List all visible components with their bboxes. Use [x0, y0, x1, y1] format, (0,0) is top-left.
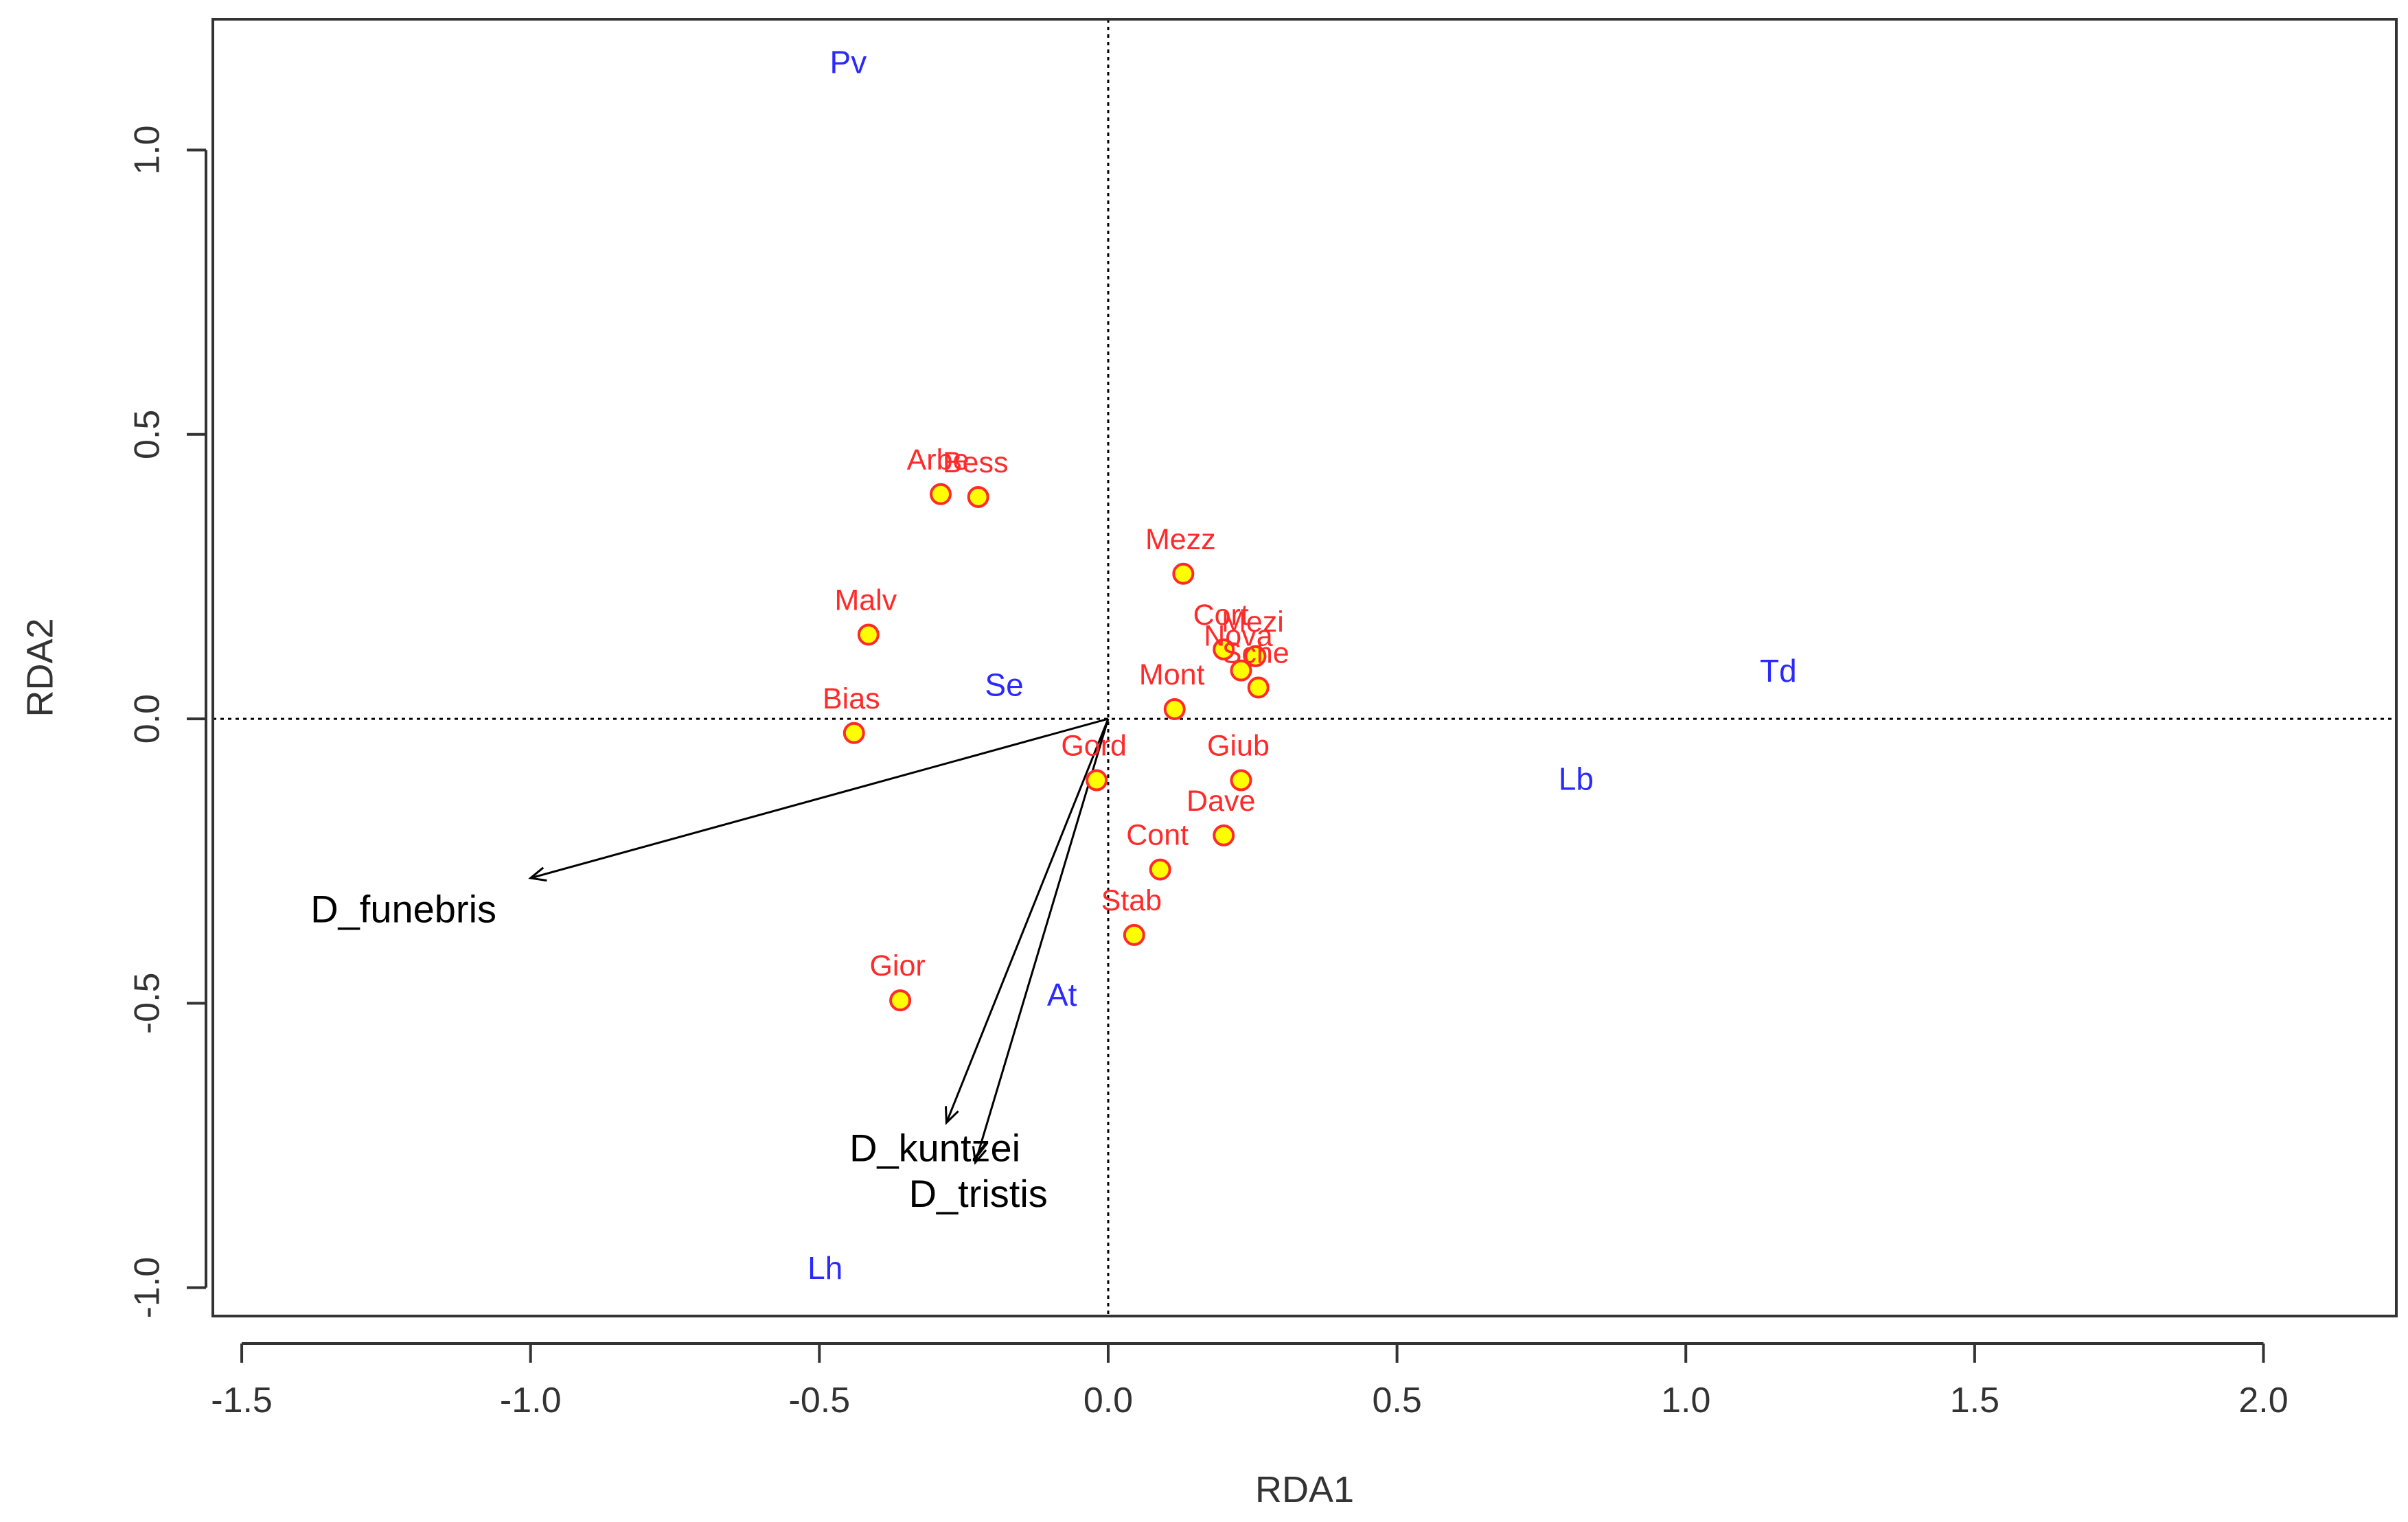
- y-tick-label: 1.0: [128, 125, 168, 174]
- y-axis-title: RDA2: [19, 618, 60, 717]
- site-label-Sche: Sche: [1222, 636, 1289, 669]
- site-point-Nova: [1230, 659, 1252, 682]
- species-label-D_kuntzei: D_kuntzei: [849, 1127, 1020, 1170]
- y-axis: -1.0 -0.5 0.0 0.5 1.0: [128, 125, 207, 1319]
- species-arrow-D_kuntzei: [944, 718, 1110, 1125]
- x-axis-title: RDA1: [1255, 1469, 1354, 1510]
- species-arrow-D_tristis: [972, 718, 1110, 1165]
- x-tick-label: 2.0: [2238, 1381, 2288, 1420]
- env-label-Td: Td: [1760, 653, 1797, 689]
- site-label-Cort: Cort: [1193, 599, 1249, 632]
- x-tick-label: -1.5: [211, 1381, 273, 1420]
- site-point-Mezi: [1244, 645, 1267, 667]
- y-tick-label: 0.0: [128, 694, 168, 743]
- x-tick-label: 0.5: [1372, 1381, 1421, 1420]
- site-label-Bias: Bias: [823, 682, 880, 715]
- x-tick-label: 1.5: [1950, 1381, 1999, 1420]
- x-tick-label: -1.0: [500, 1381, 562, 1420]
- site-point-Mont: [1163, 697, 1186, 720]
- x-tick-label: 1.0: [1661, 1381, 1710, 1420]
- site-point-Malv: [857, 623, 880, 646]
- site-label-Mont: Mont: [1139, 658, 1205, 691]
- site-point-Bias: [842, 722, 865, 744]
- environment-labels: Pv Se Td Lb At Lh: [807, 44, 1797, 1285]
- site-point-Cort: [1213, 638, 1235, 660]
- site-label-Mezz: Mezz: [1145, 523, 1216, 556]
- site-point-Gord: [1086, 769, 1108, 792]
- site-label-Malv: Malv: [834, 584, 897, 616]
- site-point-Sche: [1247, 676, 1270, 699]
- arrow-head: [972, 1146, 987, 1165]
- site-point-Bess: [967, 485, 989, 508]
- site-label-Mezi: Mezi: [1222, 606, 1284, 638]
- y-tick-label: -0.5: [128, 973, 168, 1035]
- site-label-Arbe: Arbe: [907, 443, 970, 476]
- y-tick-label: -1.0: [128, 1257, 168, 1319]
- site-point-Dave: [1213, 824, 1235, 846]
- site-label-Cont: Cont: [1126, 819, 1189, 852]
- env-label-At: At: [1047, 977, 1077, 1013]
- site-label-Nova: Nova: [1204, 620, 1272, 653]
- site-label-Giub: Giub: [1207, 730, 1270, 763]
- y-tick-label: 0.5: [128, 410, 168, 459]
- env-label-Lb: Lb: [1559, 761, 1594, 796]
- env-label-Pv: Pv: [830, 44, 867, 80]
- site-label-Stab: Stab: [1101, 884, 1162, 917]
- x-tick-label: -0.5: [789, 1381, 851, 1420]
- site-label-Gior: Gior: [869, 949, 925, 982]
- site-label-Gord: Gord: [1061, 730, 1127, 763]
- species-label-D_tristis: D_tristis: [909, 1172, 1048, 1215]
- site-point-Stab: [1123, 923, 1145, 946]
- arrow-head: [528, 866, 547, 882]
- x-tick-label: 0.0: [1083, 1381, 1133, 1420]
- species-arrow-D_funebris: [528, 717, 1109, 882]
- site-points: [842, 483, 1270, 1012]
- reference-lines: [213, 19, 2396, 1316]
- arrow-head: [944, 1106, 959, 1125]
- arrow-shaft: [945, 718, 1110, 1123]
- arrow-shaft: [530, 717, 1109, 879]
- plot-frame: [211, 18, 2398, 1317]
- env-label-Lh: Lh: [807, 1250, 842, 1286]
- site-point-Arbe: [930, 483, 952, 505]
- env-label-Se: Se: [985, 667, 1023, 703]
- site-point-Mezz: [1172, 562, 1195, 585]
- x-axis: -1.5 -1.0 -0.5 0.0 0.5 1.0 1.5 2.0: [211, 1342, 2289, 1420]
- site-point-Giub: [1230, 769, 1252, 792]
- arrow-shaft: [974, 718, 1110, 1163]
- site-label-Dave: Dave: [1186, 785, 1255, 818]
- species-arrows: [528, 717, 1110, 1165]
- site-point-Gior: [889, 989, 912, 1012]
- site-point-Cont: [1149, 858, 1171, 881]
- site-label-Bess: Bess: [943, 446, 1009, 479]
- species-label-D_funebris: D_funebris: [310, 888, 496, 931]
